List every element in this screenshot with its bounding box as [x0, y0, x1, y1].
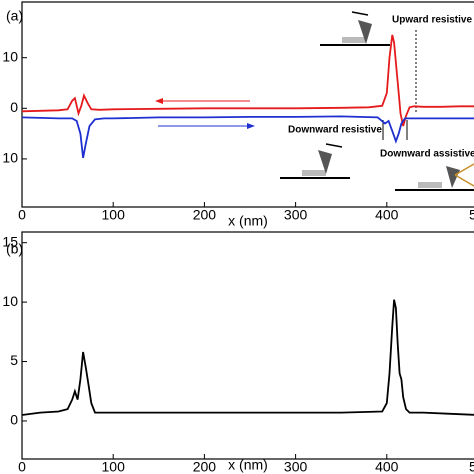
x-tick-label: 0 — [18, 459, 26, 474]
x-axis-label: x (nm) — [228, 457, 268, 473]
x-tick-label: 0 — [18, 207, 26, 223]
decorations — [155, 11, 474, 191]
y-tick-label: 15 — [2, 233, 18, 249]
data-line — [21, 115, 474, 159]
x-tick-label: 200 — [193, 207, 217, 223]
x-tick-label: 400 — [375, 459, 399, 474]
annotation: (b) — [6, 241, 23, 257]
x-tick-label: 100 — [102, 459, 126, 474]
annotation: Upward resistive — [392, 15, 472, 26]
annotation: Downward resistive — [288, 125, 382, 136]
y-tick-label: 5 — [10, 352, 18, 368]
x-tick-label: 5 — [469, 459, 474, 474]
annotation: Downward assistive — [380, 149, 474, 160]
x-tick-label: 200 — [193, 459, 217, 474]
data-line — [21, 299, 474, 416]
plot-frame — [21, 231, 474, 460]
annotation: (a) — [6, 8, 23, 24]
x-tick-label: 5 — [469, 207, 474, 223]
x-tick-label: 300 — [284, 207, 308, 223]
x-tick-label: 300 — [284, 459, 308, 474]
x-tick-label: 100 — [102, 207, 126, 223]
y-tick-label: 10 — [2, 293, 18, 309]
x-tick-label: 400 — [375, 207, 399, 223]
data-line — [21, 34, 474, 127]
y-tick-label: 10 — [2, 48, 18, 64]
plot-frame — [21, 1, 474, 208]
x-axis-label: x (nm) — [228, 213, 268, 229]
y-tick-label: 10 — [2, 150, 18, 166]
y-tick-label: 0 — [10, 412, 18, 428]
y-tick-label: 0 — [10, 99, 18, 115]
